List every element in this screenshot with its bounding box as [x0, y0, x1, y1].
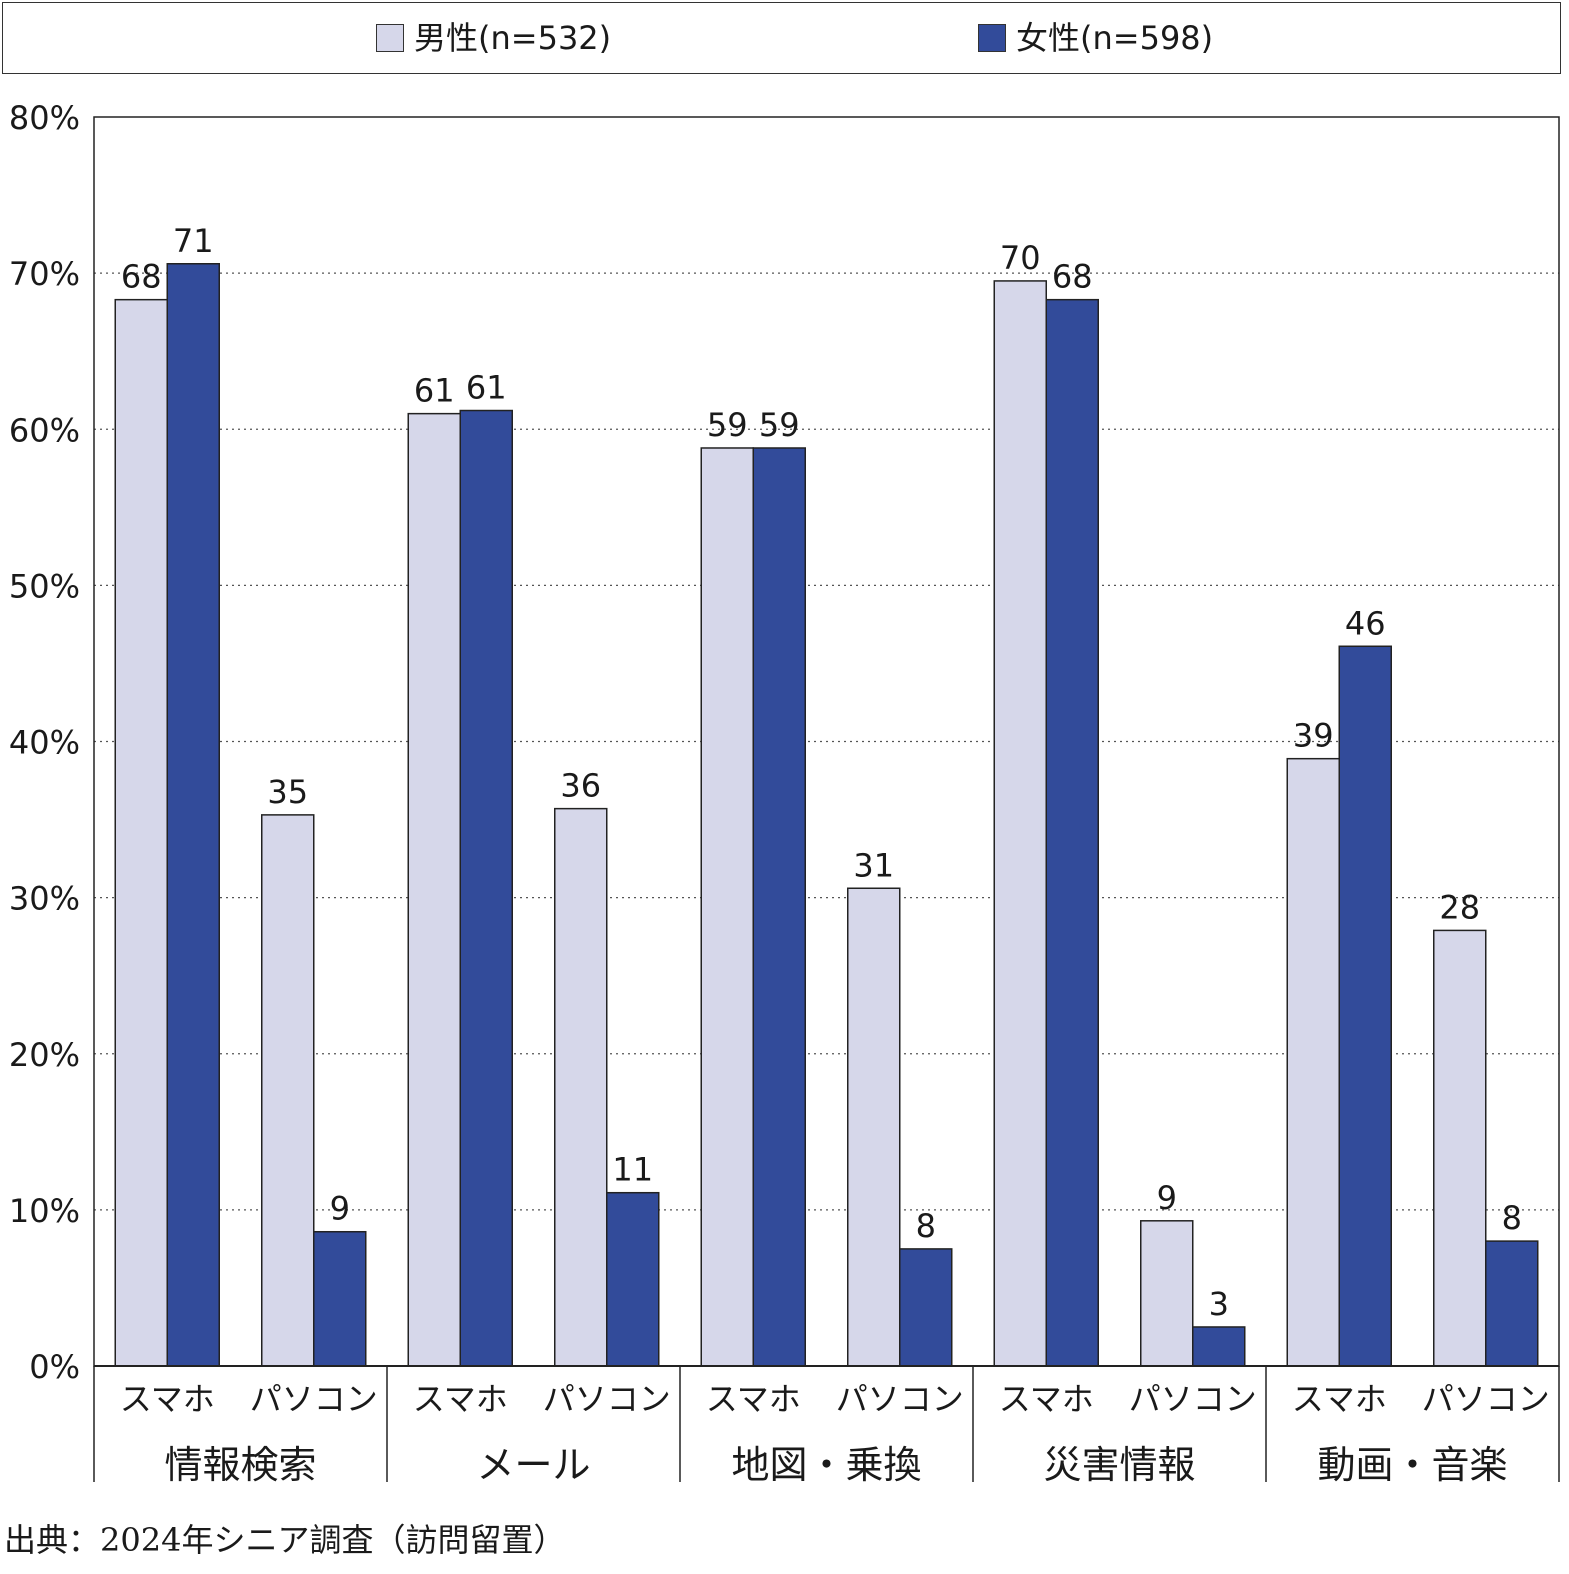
- data-label: 71: [173, 222, 214, 260]
- data-label: 46: [1345, 604, 1386, 642]
- legend-swatch-female: [978, 24, 1006, 52]
- bar-male: [993, 280, 1047, 1367]
- bar-male: [407, 412, 461, 1367]
- y-tick-label: 60%: [9, 411, 80, 449]
- bar-female: [899, 1248, 953, 1367]
- data-label: 31: [853, 846, 894, 884]
- x-group-label: 情報検索: [164, 1443, 316, 1487]
- bar-female: [459, 409, 513, 1367]
- grid-lines: [94, 272, 1559, 1211]
- y-tick-label: 0%: [29, 1348, 80, 1386]
- y-tick-label: 10%: [9, 1192, 80, 1230]
- y-tick-label: 50%: [9, 567, 80, 605]
- bar-male: [700, 447, 754, 1367]
- bar-female: [166, 263, 220, 1367]
- data-label: 8: [1502, 1199, 1522, 1237]
- bar-female: [752, 447, 806, 1367]
- bar-female: [1338, 645, 1392, 1367]
- legend-label-female: 女性(n=598): [1016, 19, 1214, 57]
- source-note: 出典：2024年シニア調査（訪問留置）: [4, 1521, 566, 1559]
- legend-label-male: 男性(n=532): [414, 19, 612, 57]
- x-group-label: 災害情報: [1043, 1443, 1195, 1487]
- y-tick-label: 20%: [9, 1036, 80, 1074]
- x-subcategory-label: スマホ: [413, 1380, 508, 1418]
- data-label: 28: [1439, 888, 1480, 926]
- x-subcategory-label: スマホ: [999, 1380, 1094, 1418]
- x-subcategory-label: パソコン: [836, 1380, 964, 1418]
- y-tick-label: 30%: [9, 880, 80, 918]
- bar-male: [1286, 757, 1340, 1367]
- data-label: 3: [1209, 1285, 1229, 1323]
- legend: 男性(n=532) 女性(n=598): [2, 2, 1561, 74]
- bar-female: [606, 1191, 660, 1367]
- x-group-label: メール: [476, 1443, 590, 1487]
- data-label: 70: [1000, 239, 1041, 277]
- data-label: 61: [414, 372, 455, 410]
- bar-male: [847, 887, 901, 1367]
- bar-male: [261, 814, 315, 1367]
- data-label: 59: [759, 406, 800, 444]
- data-labels: 68 71 35 9 61 61 36 11 59 59 31 8 70 68 9 3 39 46 28 8: [121, 222, 1522, 1323]
- bar-female: [1045, 298, 1099, 1367]
- y-tick-label: 80%: [9, 99, 80, 137]
- data-label: 39: [1293, 717, 1334, 755]
- x-group-label: 動画・音楽: [1317, 1443, 1507, 1487]
- data-label: 36: [560, 767, 601, 805]
- y-tick-label: 40%: [9, 724, 80, 762]
- legend-item-male: 男性(n=532): [376, 20, 611, 56]
- data-label: 68: [121, 258, 162, 296]
- legend-item-female: 女性(n=598): [978, 20, 1213, 56]
- data-label: 68: [1052, 258, 1093, 296]
- x-subcategory-label: スマホ: [1292, 1380, 1387, 1418]
- x-subcategory-label: パソコン: [250, 1380, 378, 1418]
- legend-swatch-male: [376, 24, 404, 52]
- data-label: 35: [267, 773, 308, 811]
- bar-male: [554, 807, 608, 1367]
- data-label: 11: [612, 1151, 653, 1189]
- bar-male: [1433, 929, 1487, 1367]
- y-tick-label: 70%: [9, 255, 80, 293]
- data-label: 59: [707, 406, 748, 444]
- x-subcategory-label: パソコン: [543, 1380, 671, 1418]
- bar-female: [1485, 1240, 1539, 1367]
- bar-male: [1140, 1220, 1194, 1367]
- data-label: 61: [466, 369, 507, 407]
- x-subcategory-label: スマホ: [706, 1380, 801, 1418]
- x-subcategory-label: スマホ: [120, 1380, 215, 1418]
- data-label: 9: [330, 1190, 350, 1228]
- data-label: 8: [916, 1207, 936, 1245]
- data-label: 9: [1157, 1179, 1177, 1217]
- x-subcategory-label: パソコン: [1129, 1380, 1257, 1418]
- x-subcategory-label: パソコン: [1422, 1380, 1550, 1418]
- axes: 0%10%20%30%40%50%60%70%80%スマホ パソコン情報検索スマホ…: [9, 99, 1560, 1487]
- bars: [114, 263, 1539, 1367]
- bar-male: [114, 298, 168, 1367]
- bar-female: [313, 1230, 367, 1367]
- x-group-label: 地図・乗換: [731, 1443, 921, 1487]
- bar-female: [1192, 1326, 1246, 1367]
